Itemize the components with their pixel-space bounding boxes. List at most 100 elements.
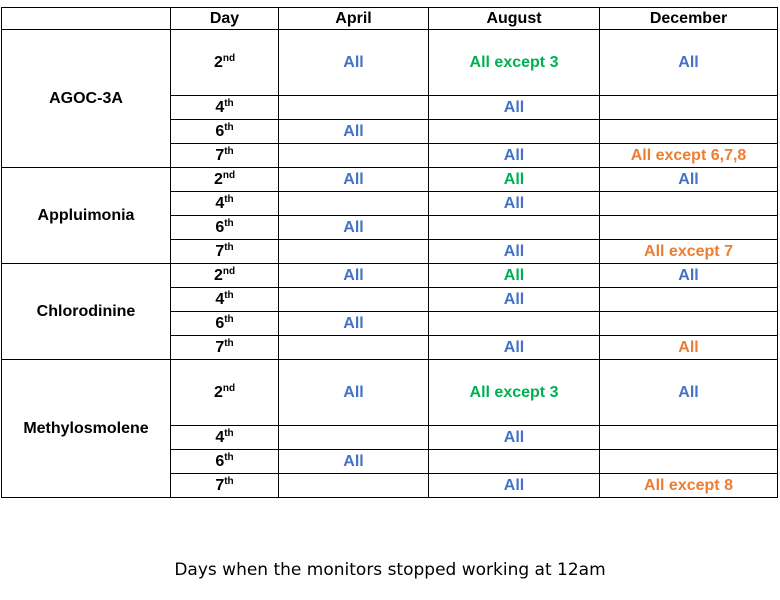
day-number: 6 [215, 314, 225, 332]
day-cell: 7th [170, 143, 279, 168]
december-cell: All except 8 [599, 473, 778, 498]
august-cell [428, 449, 600, 474]
header-day: Day [170, 7, 279, 30]
day-ordinal-suffix: th [224, 145, 234, 157]
december-cell: All [599, 263, 778, 288]
december-cell [599, 95, 778, 120]
table-row: AGOC-3A 2nd All All except 3 All [1, 29, 778, 168]
december-cell: All [599, 167, 778, 192]
day-ordinal-suffix: th [224, 121, 234, 133]
august-cell: All except 3 [428, 359, 600, 426]
december-cell [599, 311, 778, 336]
day-ordinal-suffix: nd [222, 382, 236, 394]
december-cell [599, 425, 778, 450]
december-cell [599, 449, 778, 474]
day-number: 7 [215, 242, 225, 260]
december-cell [599, 215, 778, 240]
day-cell: 6th [170, 449, 279, 474]
day-ordinal-suffix: th [224, 217, 234, 229]
august-cell: All [428, 425, 600, 450]
table-row: 7th All All except 7 [2, 239, 778, 264]
april-cell: All [278, 167, 429, 192]
table-row: 4th All [2, 425, 778, 450]
table-row: 6th All [2, 119, 778, 144]
april-cell: All [278, 215, 429, 240]
april-cell [278, 287, 429, 312]
table-row: 4th All [2, 287, 778, 312]
day-number: 4 [215, 428, 225, 446]
day-number: 7 [215, 146, 225, 164]
august-cell: All [428, 143, 600, 168]
august-cell [428, 311, 600, 336]
day-cell: 4th [170, 425, 279, 450]
header-august: August [428, 7, 600, 30]
april-cell: All [278, 263, 429, 288]
day-cell: 6th [170, 119, 279, 144]
august-cell: All [428, 95, 600, 120]
day-cell: 6th [170, 215, 279, 240]
day-number: 6 [215, 452, 225, 470]
table-row: 6th All [2, 215, 778, 240]
april-cell [278, 143, 429, 168]
day-number: 4 [215, 98, 225, 116]
april-cell [278, 425, 429, 450]
day-cell: 4th [170, 287, 279, 312]
august-cell [428, 119, 600, 144]
august-cell: All [428, 191, 600, 216]
table-row: Chlorodinine 2nd All All All [1, 263, 778, 360]
day-number: 2 [213, 266, 223, 284]
april-cell [278, 335, 429, 360]
day-ordinal-suffix: th [224, 313, 234, 325]
day-cell: 2nd [170, 263, 279, 288]
day-ordinal-suffix: th [224, 97, 234, 109]
december-cell: All except 6,7,8 [599, 143, 778, 168]
april-cell: All [278, 119, 429, 144]
table-row: 7th All All except 8 [2, 473, 778, 498]
april-cell [278, 95, 429, 120]
day-ordinal-suffix: th [224, 337, 234, 349]
day-cell: 7th [170, 473, 279, 498]
table-body: AGOC-3A 2nd All All except 3 All 4th All 6th All… [1, 29, 778, 498]
day-ordinal-suffix: nd [222, 169, 236, 181]
december-cell [599, 287, 778, 312]
table-caption: Days when the monitors stopped working a… [174, 560, 606, 580]
april-cell: All [278, 29, 429, 96]
day-cell: 7th [170, 239, 279, 264]
day-number: 6 [215, 218, 225, 236]
header-december: December [599, 7, 778, 30]
august-cell: All [428, 473, 600, 498]
december-cell [599, 191, 778, 216]
day-cell: 7th [170, 335, 279, 360]
day-number: 4 [215, 290, 225, 308]
day-number: 2 [213, 53, 223, 71]
day-number: 2 [213, 170, 223, 188]
day-cell: 4th [170, 95, 279, 120]
header-chemical [1, 7, 171, 30]
august-cell: All [428, 263, 600, 288]
day-cell: 2nd [170, 359, 279, 426]
monitor-stoppage-table: Day April August December AGOC-3A 2nd All A… [1, 7, 778, 498]
day-cell: 2nd [170, 29, 279, 96]
day-number: 7 [215, 338, 225, 356]
august-cell: All [428, 287, 600, 312]
april-cell [278, 239, 429, 264]
day-ordinal-suffix: th [224, 241, 234, 253]
chemical-name-cell: AGOC-3A [1, 29, 171, 168]
day-ordinal-suffix: th [224, 451, 234, 463]
april-cell [278, 191, 429, 216]
april-cell: All [278, 311, 429, 336]
april-cell [278, 473, 429, 498]
day-number: 2 [213, 383, 223, 401]
day-number: 4 [215, 194, 225, 212]
december-cell: All [599, 29, 778, 96]
day-cell: 6th [170, 311, 279, 336]
day-ordinal-suffix: nd [222, 265, 236, 277]
august-cell: All [428, 167, 600, 192]
august-cell [428, 215, 600, 240]
day-ordinal-suffix: th [224, 193, 234, 205]
august-cell: All except 3 [428, 29, 600, 96]
chemical-name-cell: Chlorodinine [1, 263, 171, 360]
chemical-name-cell: Appluimonia [1, 167, 171, 264]
table-row: Appluimonia 2nd All All All [1, 167, 778, 264]
day-ordinal-suffix: th [224, 289, 234, 301]
